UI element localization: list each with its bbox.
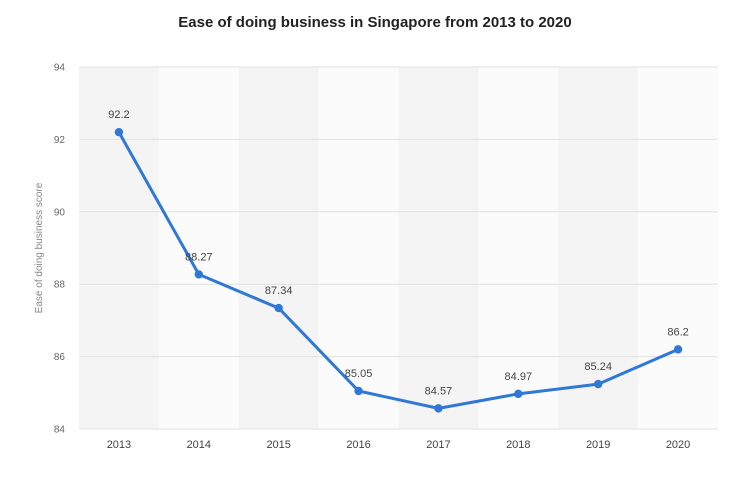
data-point	[114, 127, 124, 137]
data-label: 84.97	[505, 371, 533, 383]
data-point	[274, 303, 283, 313]
background-band	[398, 67, 479, 429]
y-tick-label: 84	[54, 425, 66, 436]
x-tick-label: 2015	[266, 439, 290, 451]
data-label: 85.24	[584, 361, 612, 373]
x-tick-label: 2020	[666, 439, 690, 451]
chart-title: Ease of doing business in Singapore from…	[178, 14, 572, 31]
data-label: 86.2	[667, 326, 688, 338]
x-tick-label: 2017	[426, 439, 450, 451]
background-band	[638, 67, 718, 429]
background-band	[158, 67, 239, 429]
y-tick-label: 90	[54, 207, 66, 218]
data-label: 85.05	[345, 368, 373, 380]
data-point	[354, 386, 363, 396]
x-tick-label: 2016	[346, 439, 370, 451]
background-band	[318, 67, 399, 429]
background-band	[558, 67, 639, 429]
data-point	[593, 379, 603, 389]
x-tick-label: 2013	[107, 439, 131, 451]
y-tick-label: 86	[54, 352, 66, 363]
series-line	[117, 130, 680, 410]
y-tick-label: 94	[54, 63, 66, 74]
x-tick-label: 2018	[506, 439, 530, 451]
background-band	[478, 67, 559, 429]
data-label: 88.27	[185, 251, 213, 263]
data-label: 84.57	[425, 385, 453, 397]
data-point	[673, 345, 683, 354]
data-point	[434, 404, 443, 413]
y-tick-label: 88	[54, 280, 66, 291]
x-tick-label: 2014	[187, 439, 211, 451]
background-band	[79, 67, 159, 429]
x-tick-label: 2019	[586, 439, 610, 451]
y-tick-label: 92	[54, 135, 66, 146]
data-point	[514, 389, 523, 399]
data-label: 87.34	[265, 285, 293, 297]
y-axis-title: Ease of doing business score	[34, 182, 45, 313]
data-label: 92.2	[108, 109, 129, 121]
data-point	[194, 270, 204, 279]
background-band	[238, 67, 319, 429]
